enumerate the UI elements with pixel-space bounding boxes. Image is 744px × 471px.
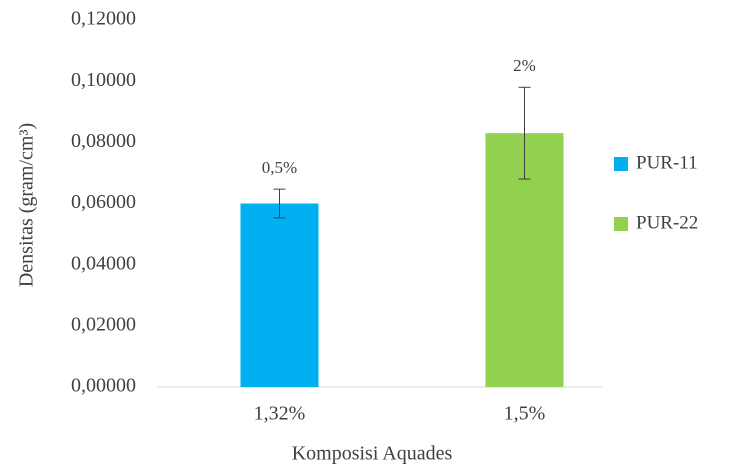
- y-tick-label: 0,02000: [71, 313, 136, 335]
- bar: [240, 203, 319, 387]
- y-tick-label: 0,00000: [71, 375, 136, 397]
- x-axis-label: Komposisi Aquades: [292, 443, 453, 465]
- x-tick-label: 1,32%: [254, 403, 306, 425]
- y-axis-label: Densitas (gram/cm³): [16, 123, 38, 287]
- data-label: 2%: [513, 56, 536, 75]
- y-tick-label: 0,10000: [71, 69, 136, 91]
- data-label: 0,5%: [262, 158, 297, 177]
- y-tick-label: 0,08000: [71, 130, 136, 152]
- y-tick-label: 0,12000: [71, 8, 136, 30]
- legend-label: PUR-11: [636, 152, 698, 173]
- y-tick-label: 0,04000: [71, 252, 136, 274]
- legend-label: PUR-22: [636, 212, 698, 233]
- x-tick-label: 1,5%: [504, 403, 546, 425]
- y-tick-label: 0,06000: [71, 191, 136, 213]
- legend-swatch: [614, 157, 628, 171]
- legend-swatch: [614, 217, 628, 231]
